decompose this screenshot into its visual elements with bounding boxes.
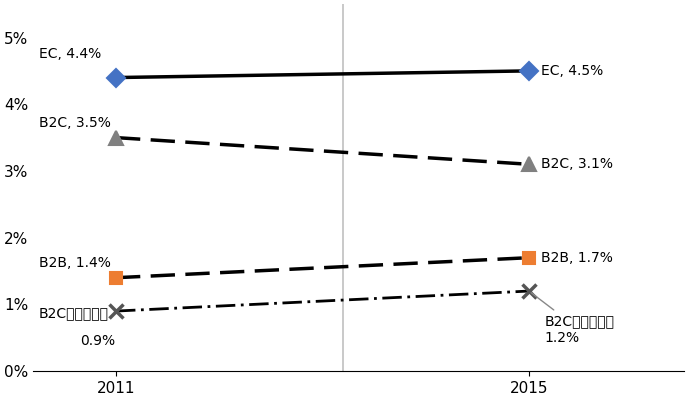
Text: B2B, 1.7%: B2B, 1.7% <box>541 251 613 265</box>
Text: B2C（売上），: B2C（売上）， <box>39 306 109 320</box>
Text: EC, 4.4%: EC, 4.4% <box>39 47 101 61</box>
Text: B2C, 3.5%: B2C, 3.5% <box>39 116 111 130</box>
Text: EC, 4.5%: EC, 4.5% <box>541 64 603 78</box>
Text: B2C（売上），
1.2%: B2C（売上）， 1.2% <box>531 293 614 345</box>
Text: B2C, 3.1%: B2C, 3.1% <box>541 157 614 171</box>
Text: B2B, 1.4%: B2B, 1.4% <box>39 256 111 270</box>
Text: 0.9%: 0.9% <box>80 334 115 348</box>
